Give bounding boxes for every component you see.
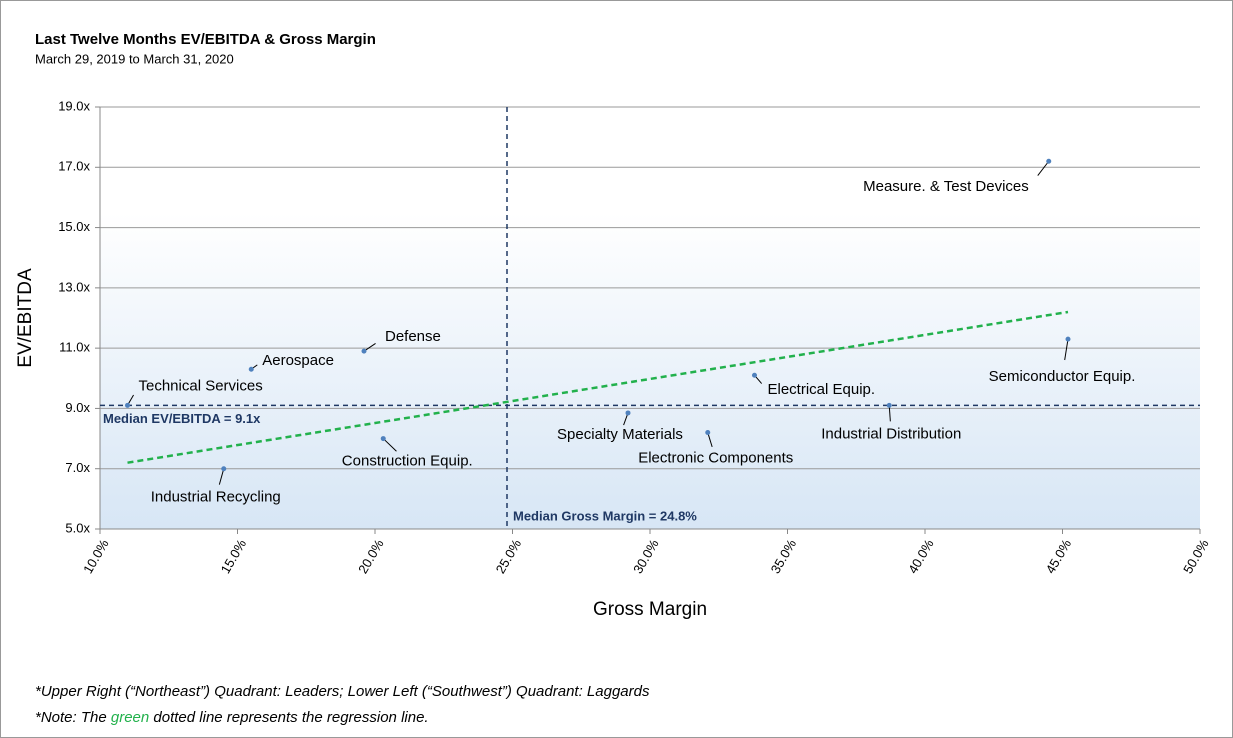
point xyxy=(221,466,227,472)
chart-title: Last Twelve Months EV/EBITDA & Gross Mar… xyxy=(35,31,376,48)
regression-line xyxy=(127,310,1069,464)
point xyxy=(1046,158,1052,164)
point-label: Measure. & Test Devices xyxy=(863,178,1029,195)
median-y-label: Median EV/EBITDA = 9.1x xyxy=(103,411,261,426)
y-tick-label: 7.0x xyxy=(65,460,90,475)
point-label: Specialty Materials xyxy=(557,426,683,443)
y-tick-label: 13.0x xyxy=(58,279,90,294)
leader-line xyxy=(218,468,225,485)
point xyxy=(380,436,386,442)
point-label: Aerospace xyxy=(262,352,334,369)
y-tick-label: 15.0x xyxy=(58,219,90,234)
point xyxy=(886,402,892,408)
point-label: Industrial Recycling xyxy=(151,489,281,506)
plot-area xyxy=(100,107,1200,529)
point xyxy=(625,410,631,416)
note-part: green xyxy=(111,709,149,726)
y-tick-label: 5.0x xyxy=(65,520,90,535)
leader-line xyxy=(1064,339,1069,361)
point-label: Defense xyxy=(385,328,441,345)
point xyxy=(248,366,254,372)
y-tick-label: 9.0x xyxy=(65,400,90,415)
point-label: Electronic Components xyxy=(638,450,793,467)
note: *Upper Right (“Northeast”) Quadrant: Lea… xyxy=(35,683,650,700)
leader-line xyxy=(382,438,397,452)
y-axis-label: EV/EBITDA xyxy=(15,268,36,368)
point-label: Semiconductor Equip. xyxy=(989,368,1136,385)
x-axis-label: Gross Margin xyxy=(593,599,707,620)
point xyxy=(125,402,130,408)
chart-subtitle: March 29, 2019 to March 31, 2020 xyxy=(35,51,234,66)
y-tick-label: 17.0x xyxy=(58,159,90,174)
point-label: Construction Equip. xyxy=(342,453,473,470)
point-label: Technical Services xyxy=(139,377,263,394)
note: *Note: The green dotted line represents … xyxy=(35,709,429,726)
point xyxy=(361,348,367,354)
note-part: dotted line represents the regression li… xyxy=(149,709,428,726)
point xyxy=(752,372,757,378)
point-label: Electrical Equip. xyxy=(768,381,876,398)
y-tick-label: 11.0x xyxy=(59,340,90,355)
note-part: *Note: The xyxy=(35,709,111,726)
leader-line xyxy=(1037,160,1050,176)
median-x-label: Median Gross Margin = 24.8% xyxy=(513,508,697,523)
point xyxy=(705,430,711,436)
leader-line xyxy=(888,405,891,422)
point xyxy=(1065,336,1071,342)
y-tick-label: 19.0x xyxy=(58,98,90,113)
point-label: Industrial Distribution xyxy=(821,425,961,442)
